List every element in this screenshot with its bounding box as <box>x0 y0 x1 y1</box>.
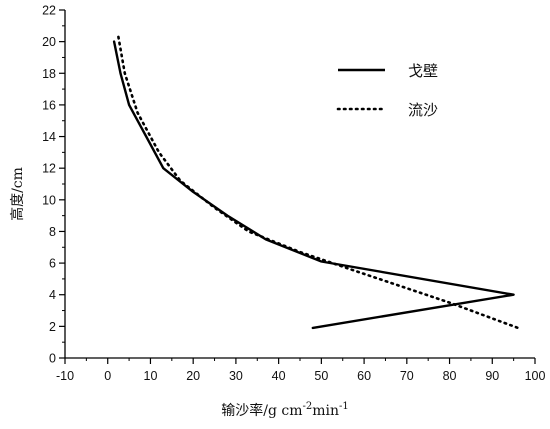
x-tick-label: 30 <box>229 369 243 383</box>
x-axis-title-sup2: -1 <box>339 401 349 412</box>
y-tick-label: 12 <box>42 162 56 176</box>
y-tick-label: 4 <box>49 288 56 302</box>
series-line-gobi <box>112 40 515 330</box>
y-tick-label: 0 <box>49 352 56 366</box>
y-tick-label: 10 <box>42 193 56 207</box>
x-axis-title-sup1: -2 <box>302 401 312 412</box>
x-tick-label: 20 <box>186 369 200 383</box>
legend-label-gobi: 戈壁 <box>408 62 438 80</box>
series-layer <box>112 35 520 330</box>
y-tick-label: 16 <box>42 98 56 112</box>
series-line-sand <box>117 35 520 330</box>
y-tick-label: 18 <box>42 67 56 81</box>
x-tick-label: 100 <box>525 369 546 383</box>
y-tick-label: 8 <box>49 225 56 239</box>
x-tick-label: 50 <box>314 369 328 383</box>
y-axis-ticks: 0 2 4 6 8 10 12 14 16 18 20 22 <box>42 4 65 366</box>
y-axis-title: 高度/cm <box>9 167 26 221</box>
x-tick-label: 60 <box>357 369 371 383</box>
y-tick-label: 2 <box>49 320 56 334</box>
x-tick-label: 10 <box>144 369 158 383</box>
x-tick-label: -10 <box>56 369 74 383</box>
x-axis-title: 输沙率/g cm-2min-1 <box>221 401 349 419</box>
y-tick-label: 6 <box>49 257 56 271</box>
x-tick-label: 40 <box>272 369 286 383</box>
x-tick-label: 90 <box>485 369 499 383</box>
y-tick-label: 22 <box>42 4 56 18</box>
x-axis-ticks: -10 0 10 20 30 40 50 60 70 80 90 100 <box>56 358 546 383</box>
x-tick-label: 70 <box>400 369 414 383</box>
legend: 戈壁 流沙 <box>336 62 438 119</box>
x-tick-label: 80 <box>443 369 457 383</box>
legend-label-sand: 流沙 <box>408 101 438 119</box>
y-tick-label: 14 <box>42 130 56 144</box>
x-tick-label: 0 <box>104 369 111 383</box>
x-axis-title-main: 输沙率/g cm <box>221 402 302 419</box>
y-tick-label: 20 <box>42 35 56 49</box>
x-axis-title-mid: min <box>312 403 339 419</box>
